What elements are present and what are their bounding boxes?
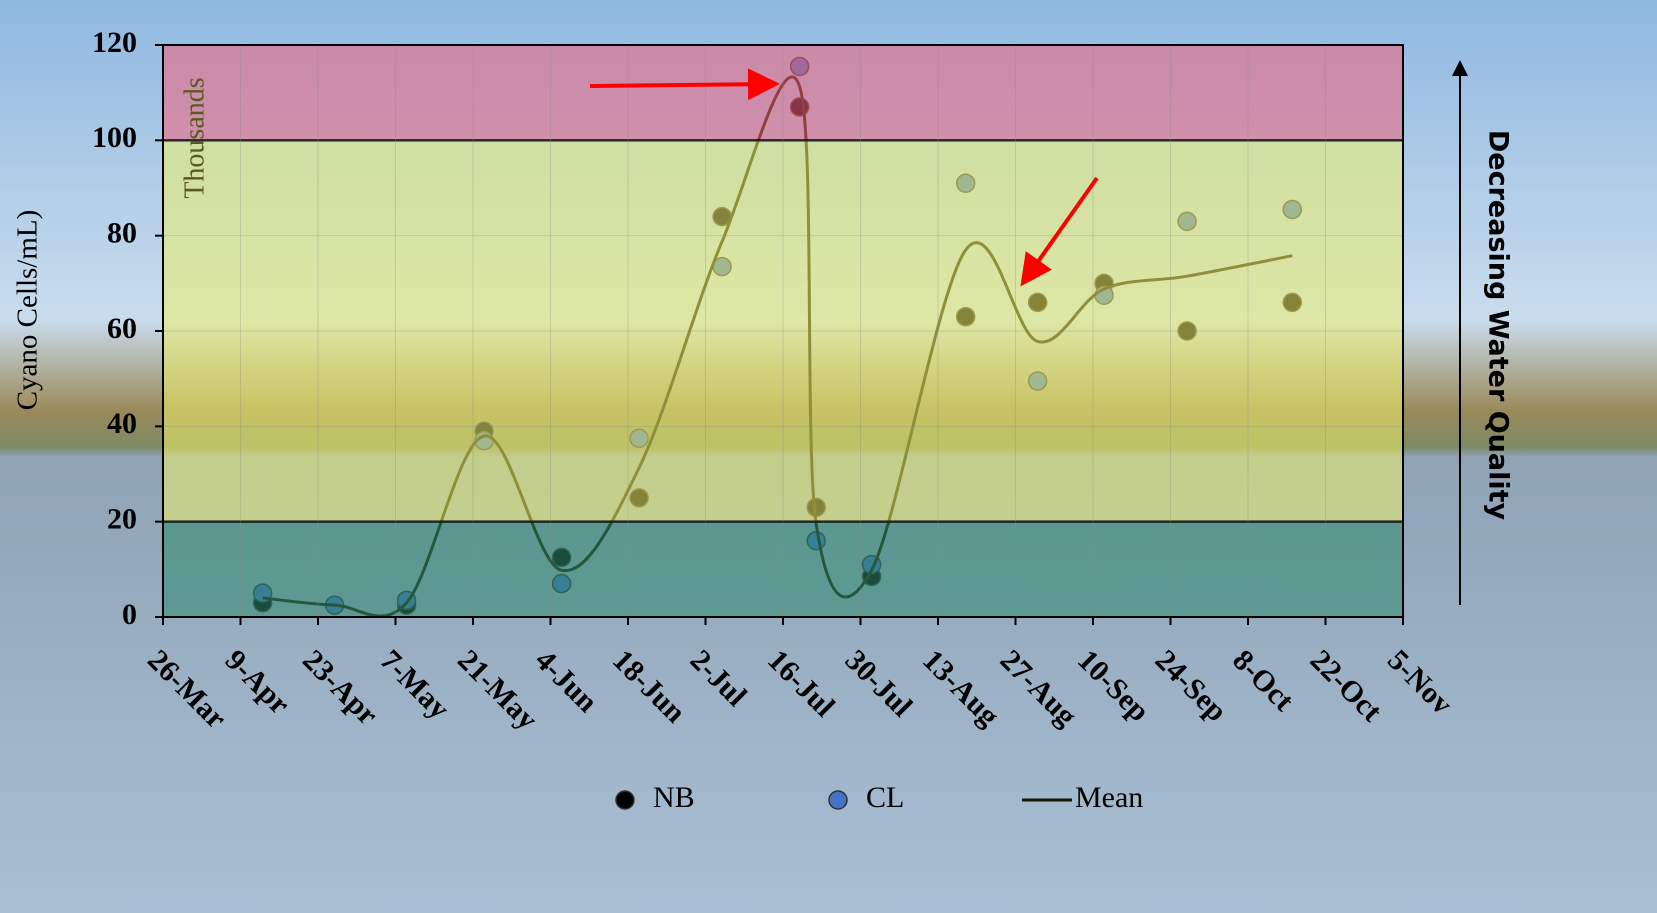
right-annotation: Decreasing Water Quality [1483,130,1514,521]
y-tick-label: 20 [107,503,137,536]
quality-band [163,140,1403,522]
legend-swatch [828,790,848,810]
y-tick-label: 60 [107,312,137,345]
annotation-arrow [589,68,780,101]
quality-band [163,45,1403,141]
y-axis-label: Cyano Cells/mL) [12,210,44,411]
unit-note: Thousands [179,77,210,198]
quality-band [163,521,1403,617]
y-tick-label: 120 [92,26,137,59]
y-tick-label: 0 [122,598,137,631]
annotation-arrow [1020,176,1099,287]
legend-label: NB [653,781,695,814]
y-tick-label: 80 [107,217,137,250]
legend-label: Mean [1075,781,1143,814]
legend-swatch [615,790,635,810]
y-tick-label: 40 [107,407,137,440]
y-tick-label: 100 [92,121,137,154]
legend-label: CL [866,781,904,814]
